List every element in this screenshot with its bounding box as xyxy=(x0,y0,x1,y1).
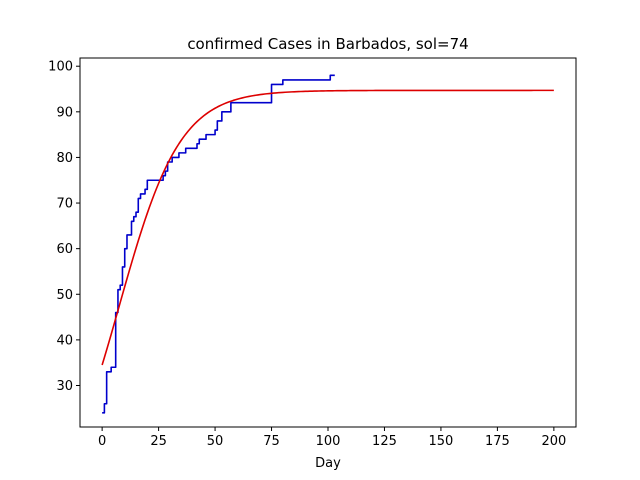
y-tick-label: 70 xyxy=(56,197,73,212)
series-line-1 xyxy=(102,74,335,414)
plot-area xyxy=(101,74,554,414)
y-tick-label: 100 xyxy=(48,60,73,75)
x-tick-label: 200 xyxy=(541,434,566,449)
x-tick-label: 25 xyxy=(150,434,167,449)
y-tick-label: 90 xyxy=(56,105,73,120)
x-tick-label: 0 xyxy=(98,434,106,449)
y-tick-label: 80 xyxy=(56,151,73,166)
y-tick-label: 30 xyxy=(56,379,73,394)
x-tick-label: 50 xyxy=(207,434,224,449)
y-tick-label: 60 xyxy=(56,242,73,257)
x-tick-label: 150 xyxy=(429,434,454,449)
y-tick-label: 40 xyxy=(56,333,73,348)
x-tick-label: 175 xyxy=(485,434,510,449)
y-tick-label: 50 xyxy=(56,288,73,303)
x-axis-label: Day xyxy=(315,456,341,471)
x-tick-label: 125 xyxy=(372,434,397,449)
series-line-2 xyxy=(101,89,554,366)
chart-title: confirmed Cases in Barbados, sol=74 xyxy=(187,35,468,53)
x-tick-label: 100 xyxy=(316,434,341,449)
axes: 0 25 50 75 100 125 150 175 200 30 40 50 60 70 80 90 100 xyxy=(48,57,577,449)
x-tick-label: 75 xyxy=(263,434,280,449)
